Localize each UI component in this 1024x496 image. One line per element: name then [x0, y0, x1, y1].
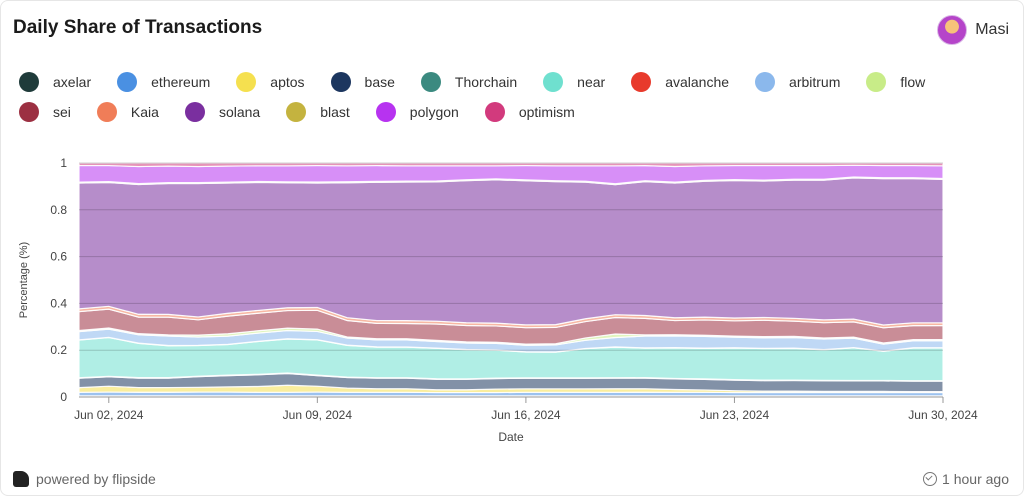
legend-swatch: [117, 72, 138, 92]
legend-swatch: [375, 102, 396, 122]
x-axis-label: Date: [498, 430, 524, 444]
user-avatar[interactable]: [937, 15, 968, 45]
legend-item-polygon[interactable]: polygon: [375, 102, 459, 122]
area-series-optimism: [78, 162, 944, 168]
flipside-logo-icon: [13, 471, 29, 487]
legend-row: sei Kaia solana blast polygon optimism: [19, 97, 1009, 127]
legend-item-optimism[interactable]: optimism: [484, 102, 575, 122]
chart-legend: axelar ethereum aptos base Thorchain near aval…: [19, 67, 1009, 127]
legend-swatch: [236, 72, 257, 92]
y-tick-label: 0.6: [50, 250, 67, 264]
legend-label: base: [364, 74, 395, 90]
legend-item-avalanche[interactable]: avalanche: [631, 72, 729, 92]
y-tick-label: 0.2: [50, 343, 67, 357]
legend-label: aptos: [270, 74, 305, 90]
legend-label: avalanche: [665, 74, 730, 90]
legend-label: optimism: [518, 104, 575, 120]
legend-item-blast[interactable]: blast: [286, 102, 350, 122]
legend-item-arbitrum[interactable]: arbitrum: [755, 72, 840, 92]
legend-label: Kaia: [130, 104, 159, 120]
legend-swatch: [96, 102, 117, 122]
y-axis-label: Percentage (%): [18, 242, 30, 318]
legend-label: arbitrum: [789, 74, 841, 90]
powered-by-text[interactable]: powered by flipside: [36, 471, 156, 487]
legend-item-kaia[interactable]: Kaia: [96, 102, 159, 122]
y-tick-label: 0: [60, 390, 67, 404]
legend-label: flow: [900, 74, 926, 90]
legend-swatch: [330, 72, 351, 92]
legend-label: solana: [218, 104, 261, 120]
last-updated-text: 1 hour ago: [942, 471, 1009, 487]
legend-item-base[interactable]: base: [330, 72, 395, 92]
legend-label: near: [577, 74, 606, 90]
legend-item-near[interactable]: near: [543, 72, 605, 92]
legend-label: polygon: [409, 104, 459, 120]
x-tick-label: Jun 16, 2024: [491, 408, 561, 422]
legend-swatch: [484, 102, 505, 122]
legend-swatch: [19, 102, 39, 122]
legend-swatch: [184, 102, 205, 122]
legend-item-sei[interactable]: sei: [19, 102, 71, 122]
legend-label: axelar: [53, 74, 92, 90]
legend-item-thorchain[interactable]: Thorchain: [420, 72, 518, 92]
legend-item-ethereum[interactable]: ethereum: [117, 72, 210, 92]
y-tick-label: 0.4: [50, 296, 67, 310]
y-tick-label: 0.8: [50, 203, 67, 217]
legend-swatch: [631, 72, 652, 92]
legend-label: ethereum: [151, 74, 211, 90]
user-badge[interactable]: Masi: [937, 15, 1009, 45]
legend-swatch: [755, 72, 776, 92]
area-chart: 0 0.2 0.4 0.6 0.8 1 Jun 02, 2024 Jun 09, 2024 Ju…: [18, 156, 978, 444]
user-name[interactable]: Masi: [975, 21, 1009, 38]
x-tick-label: Jun 30, 2024: [908, 408, 978, 422]
clock-check-icon: [923, 472, 938, 486]
legend-item-aptos[interactable]: aptos: [236, 72, 305, 92]
powered-by[interactable]: powered by flipside: [13, 471, 156, 487]
legend-item-axelar[interactable]: axelar: [19, 72, 91, 92]
legend-swatch: [19, 72, 39, 92]
legend-row: axelar ethereum aptos base Thorchain near aval…: [19, 67, 1009, 97]
legend-swatch: [286, 102, 307, 122]
legend-label: sei: [53, 104, 71, 120]
legend-swatch: [543, 72, 564, 92]
x-tick-label: Jun 02, 2024: [74, 408, 144, 422]
legend-item-solana[interactable]: solana: [184, 102, 261, 122]
legend-item-flow[interactable]: flow: [866, 72, 925, 92]
last-updated: 1 hour ago: [923, 471, 1009, 487]
x-tick-label: Jun 09, 2024: [283, 408, 353, 422]
chart-title: Daily Share of Transactions: [13, 17, 263, 38]
legend-label: blast: [320, 104, 350, 120]
legend-label: Thorchain: [454, 74, 518, 90]
legend-swatch: [866, 72, 887, 92]
y-tick-label: 1: [60, 156, 67, 170]
x-tick-label: Jun 23, 2024: [700, 408, 770, 422]
legend-swatch: [420, 72, 441, 92]
